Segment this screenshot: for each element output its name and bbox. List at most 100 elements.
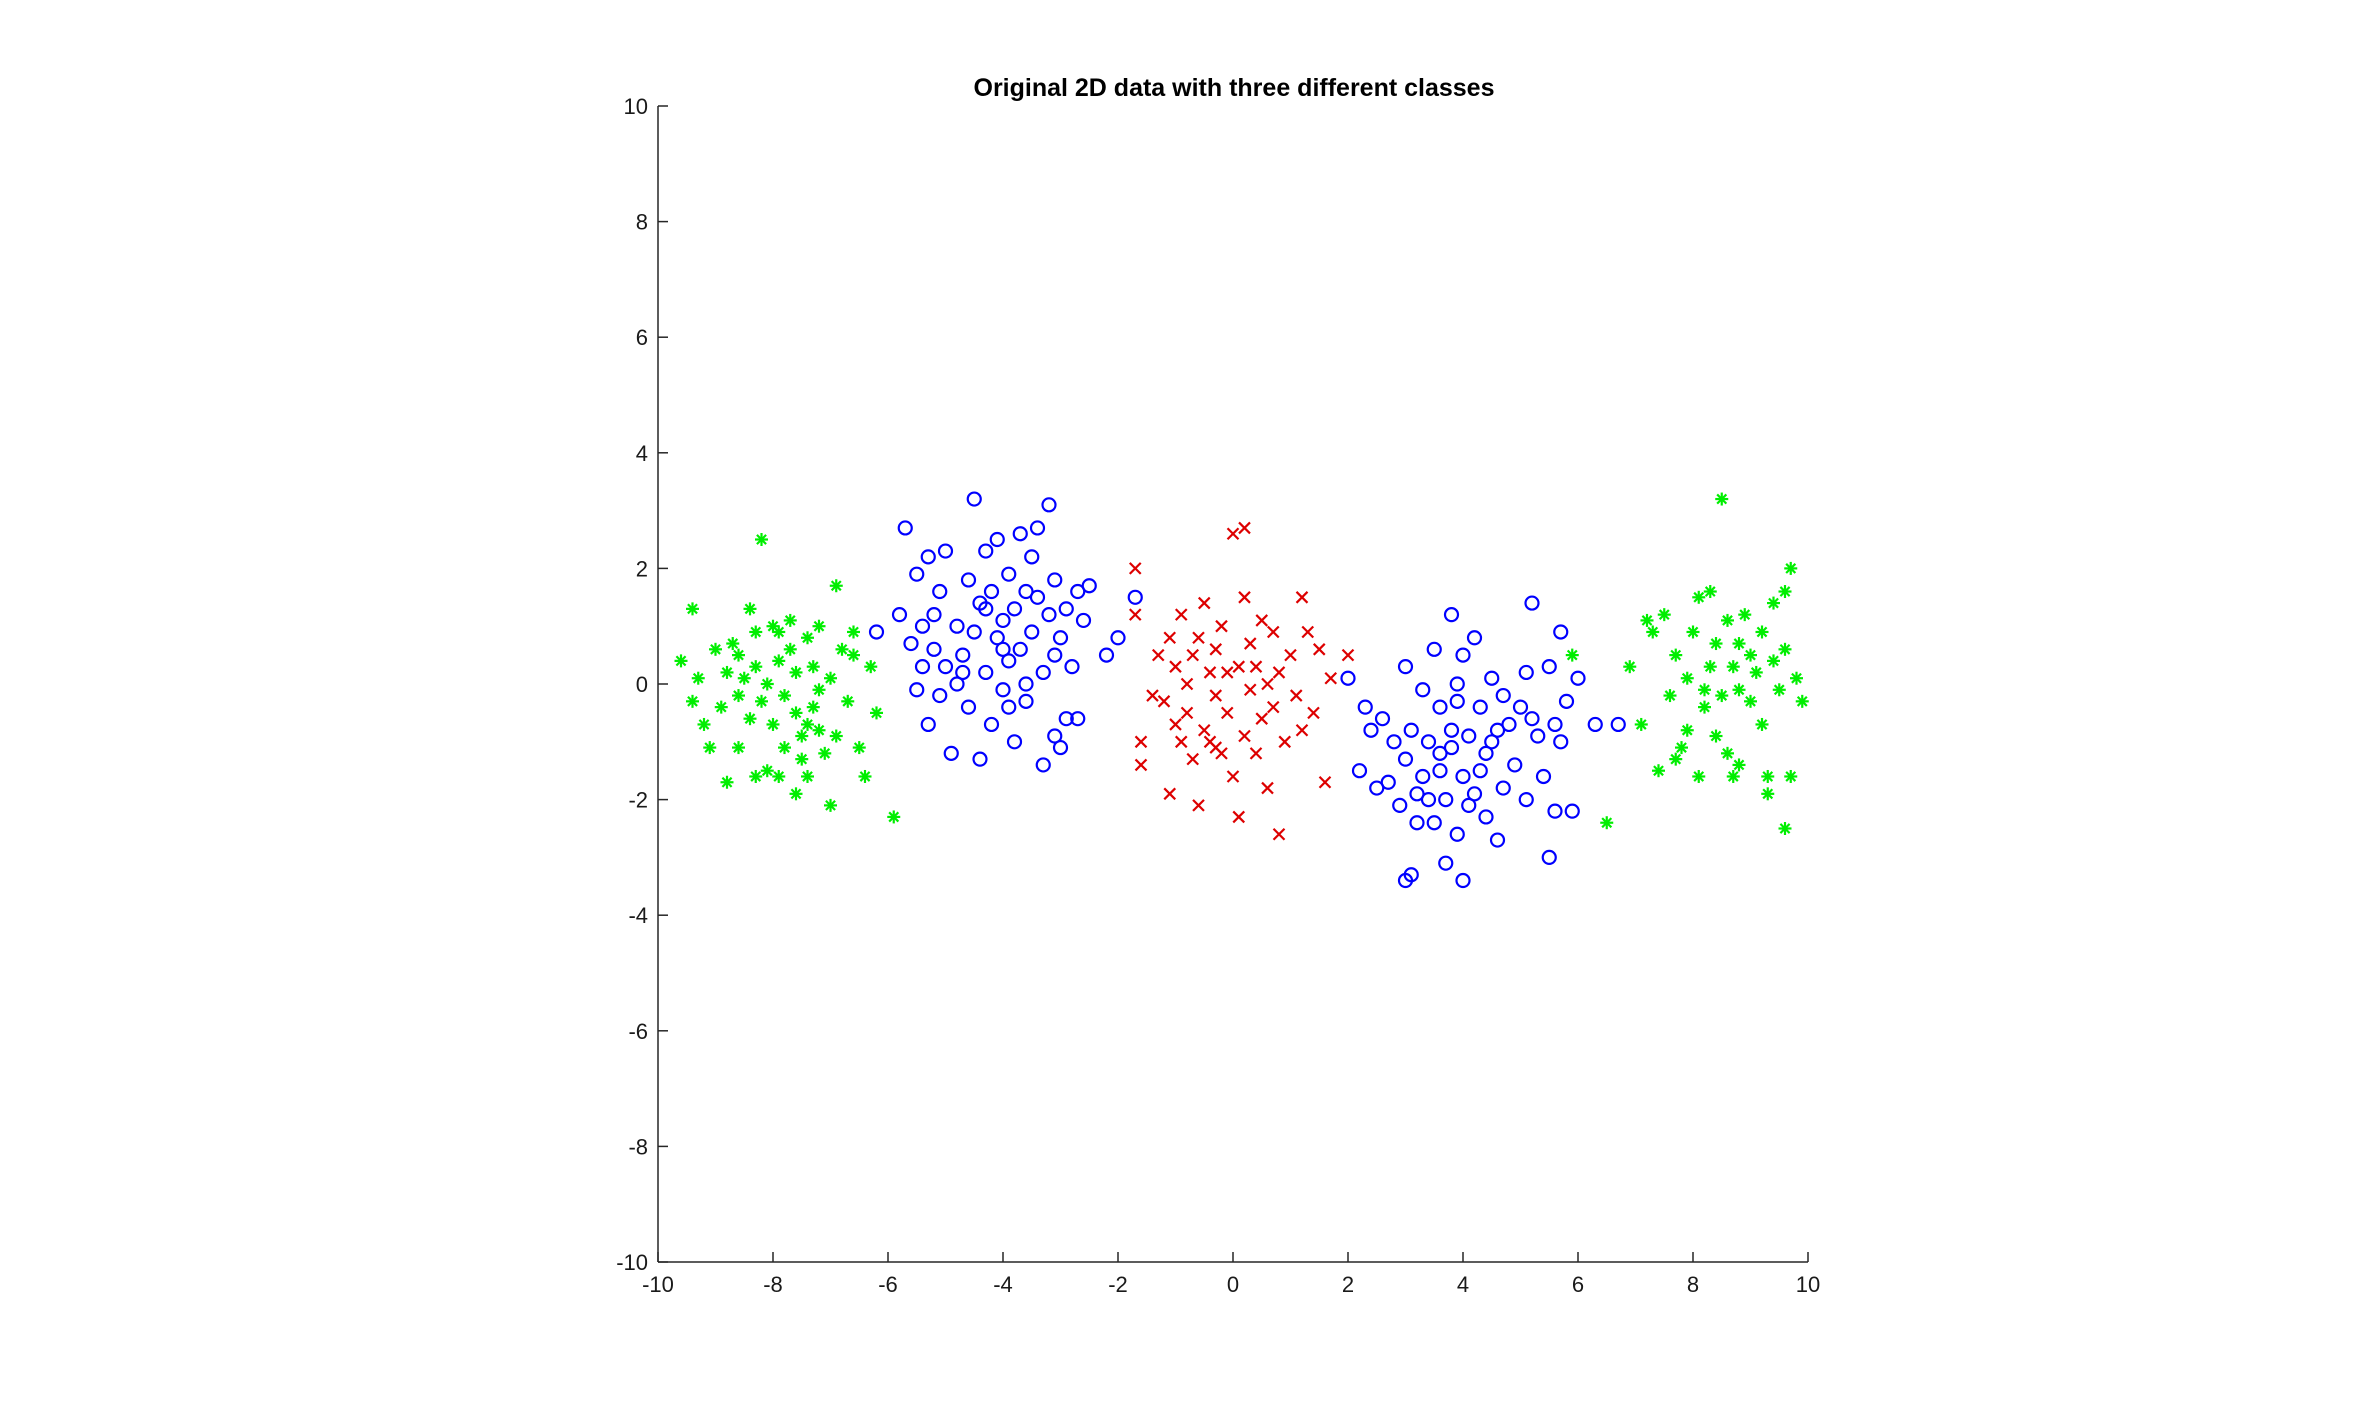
y-tick-label: 8 [636, 210, 648, 235]
data-point-x [1192, 799, 1205, 812]
data-point-asterisk [806, 660, 820, 674]
data-point-x [1238, 521, 1251, 535]
data-point-circle [1443, 722, 1460, 738]
data-point-asterisk [732, 648, 745, 662]
data-point-x [1243, 637, 1257, 650]
data-point-asterisk [1623, 660, 1637, 674]
data-point-circle [949, 676, 965, 692]
data-point-circle [1047, 572, 1063, 588]
data-point-circle [1438, 855, 1454, 871]
data-point-circle [1587, 716, 1603, 733]
data-point-circle [1478, 809, 1494, 825]
data-point-asterisk [1669, 752, 1683, 766]
data-point-circle [1518, 664, 1534, 681]
x-tick-label: 4 [1457, 1272, 1469, 1297]
data-point-circle [1058, 601, 1074, 617]
data-point-x [1261, 677, 1274, 691]
data-point-circle [1484, 670, 1500, 686]
data-point-x [1220, 706, 1234, 720]
data-point-x [1249, 747, 1263, 760]
data-point-circle [978, 664, 994, 681]
data-point-circle [1524, 595, 1540, 611]
data-point-asterisk [1749, 665, 1763, 679]
data-point-circle [1553, 624, 1569, 640]
data-point-circle [1426, 815, 1442, 831]
data-point-x [1151, 648, 1165, 662]
data-point-x [1226, 527, 1240, 540]
data-point-circle [909, 566, 925, 582]
x-tick-label: -6 [878, 1272, 898, 1297]
data-point-x [1249, 660, 1263, 673]
data-point-circle [1386, 734, 1402, 750]
data-point-asterisk [778, 689, 791, 703]
data-point-asterisk [691, 671, 705, 685]
data-point-x [1215, 619, 1228, 633]
data-point-asterisk [1709, 729, 1723, 743]
data-point-x [1295, 591, 1309, 604]
data-point-x [1289, 689, 1303, 702]
data-point-circle [903, 635, 919, 652]
x-tick-label: 10 [1796, 1272, 1820, 1297]
data-point-circle [989, 630, 1005, 646]
data-point-x [1324, 671, 1338, 685]
data-point-asterisk [1755, 717, 1769, 731]
data-point-circle [1363, 722, 1379, 738]
data-point-circle [1455, 647, 1471, 663]
x-tick-label: 0 [1227, 1272, 1239, 1297]
data-point-asterisk [795, 752, 809, 766]
data-point-circle [943, 745, 959, 761]
data-point-asterisk [841, 694, 855, 708]
data-point-circle [1518, 791, 1534, 808]
y-tick-label: 6 [636, 325, 648, 350]
data-point-asterisk [714, 700, 728, 714]
data-point-circle [989, 531, 1005, 548]
data-point-asterisk [1790, 671, 1803, 685]
data-point-circle [1029, 589, 1046, 605]
data-point-x [1255, 614, 1269, 627]
data-point-x [1180, 706, 1194, 720]
data-point-asterisk [743, 602, 757, 616]
data-point-circle [1001, 653, 1017, 669]
data-point-circle [1461, 797, 1477, 813]
series-asterisk [674, 492, 1809, 835]
y-tick-label: 10 [624, 94, 648, 119]
data-point-x [1243, 683, 1257, 697]
data-point-asterisk [1726, 660, 1740, 674]
data-point-circle [1426, 641, 1442, 657]
data-point-circle [1501, 716, 1517, 733]
data-point-asterisk [789, 706, 803, 720]
data-point-asterisk [674, 654, 688, 668]
data-point-circle [1466, 630, 1483, 646]
data-point-circle [1374, 711, 1391, 727]
data-point-x [1163, 787, 1177, 801]
data-point-circle [1432, 699, 1448, 715]
data-point-asterisk [755, 533, 768, 546]
data-point-asterisk [1669, 648, 1683, 662]
data-point-x [1180, 677, 1194, 691]
data-point-circle [1081, 578, 1097, 594]
data-point-asterisk [824, 671, 837, 685]
data-point-circle [1507, 757, 1523, 773]
data-point-x [1128, 608, 1142, 621]
data-point-asterisk [812, 619, 826, 633]
data-point-circle [1438, 791, 1454, 808]
data-point-circle [1369, 780, 1385, 796]
data-point-circle [1064, 659, 1080, 675]
data-point-asterisk [829, 579, 843, 593]
data-point-x [1341, 648, 1355, 662]
data-point-asterisk [1634, 717, 1648, 731]
data-point-circle [1472, 763, 1488, 779]
data-point-x [1128, 562, 1142, 575]
data-point-circle [1357, 699, 1373, 715]
data-point-asterisk [1744, 648, 1757, 662]
data-point-x [1312, 643, 1326, 656]
axes: -10 -8 -6 -4 -2 0 2 4 6 8 10 -10 -8 -6 -4 -2 0 2 4 6 8 10 [616, 94, 1820, 1297]
data-point-x [1301, 625, 1315, 639]
chart-title: Original 2D data with three different cl… [974, 74, 1495, 102]
y-tick-label: 2 [636, 556, 648, 581]
data-point-circle [955, 664, 971, 681]
data-point-circle [926, 641, 942, 657]
data-point-circle [1484, 734, 1500, 750]
data-point-circle [1397, 872, 1414, 889]
data-point-circle [891, 607, 908, 623]
